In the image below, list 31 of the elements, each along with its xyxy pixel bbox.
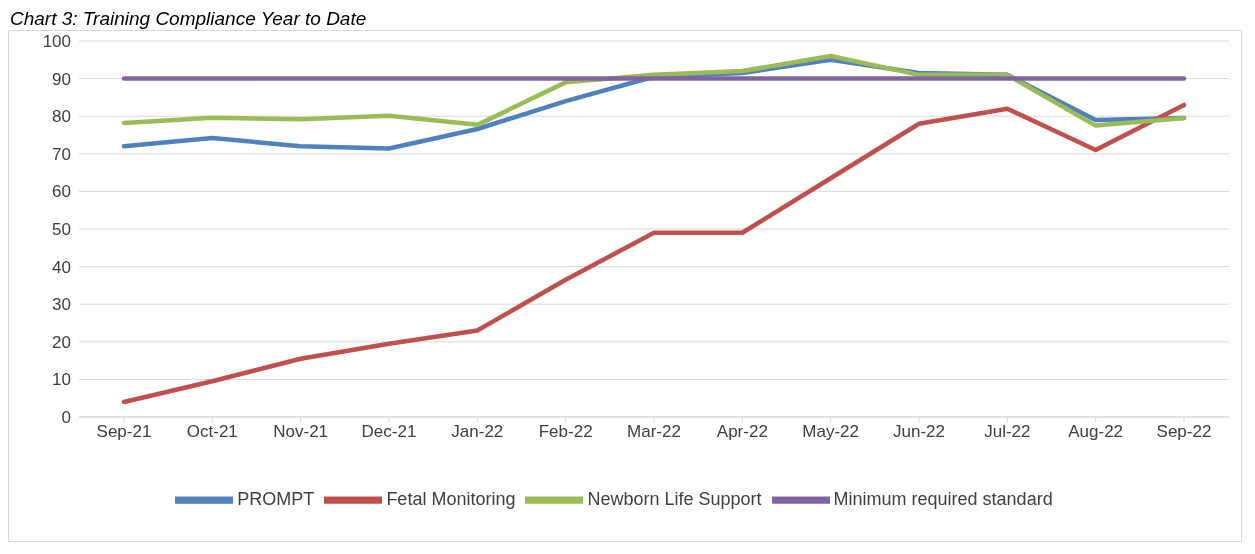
y-tick-label: 60 xyxy=(52,182,71,202)
y-tick-label: 0 xyxy=(61,408,71,428)
x-tick-label: Nov-21 xyxy=(273,422,329,442)
chart-title: Chart 3: Training Compliance Year to Date xyxy=(10,8,368,30)
legend-label: Newborn Life Support xyxy=(587,488,762,509)
x-tick-label: Feb-22 xyxy=(538,422,593,442)
legend-label: PROMPT xyxy=(237,488,315,509)
y-tick-label: 50 xyxy=(52,220,71,240)
x-tick-label: Apr-22 xyxy=(716,422,768,442)
y-tick-label: 10 xyxy=(52,370,71,390)
y-tick-label: 30 xyxy=(52,295,71,315)
x-tick-label: Dec-21 xyxy=(361,422,417,442)
legend-label: Minimum required standard xyxy=(833,488,1053,509)
y-tick-label: 100 xyxy=(42,32,71,52)
line-series xyxy=(121,102,1187,405)
y-tick-label: 40 xyxy=(52,257,71,277)
line-series xyxy=(121,53,1187,128)
y-tick-label: 80 xyxy=(52,107,71,127)
x-tick-label: Jun-22 xyxy=(893,422,945,442)
x-tick-label: May-22 xyxy=(802,422,860,442)
x-tick-label: Jul-22 xyxy=(984,422,1031,442)
x-tick-label: Sep-21 xyxy=(96,422,152,442)
legend-label: Fetal Monitoring xyxy=(386,488,516,509)
x-tick-label: Mar-22 xyxy=(627,422,681,442)
y-tick-label: 70 xyxy=(52,144,71,164)
x-tick-label: Aug-22 xyxy=(1068,422,1124,442)
x-tick-label: Oct-21 xyxy=(186,422,238,442)
y-tick-label: 90 xyxy=(52,69,71,89)
y-tick-label: 20 xyxy=(52,332,71,352)
x-tick-label: Sep-22 xyxy=(1156,422,1212,442)
x-tick-label: Jan-22 xyxy=(451,422,504,442)
